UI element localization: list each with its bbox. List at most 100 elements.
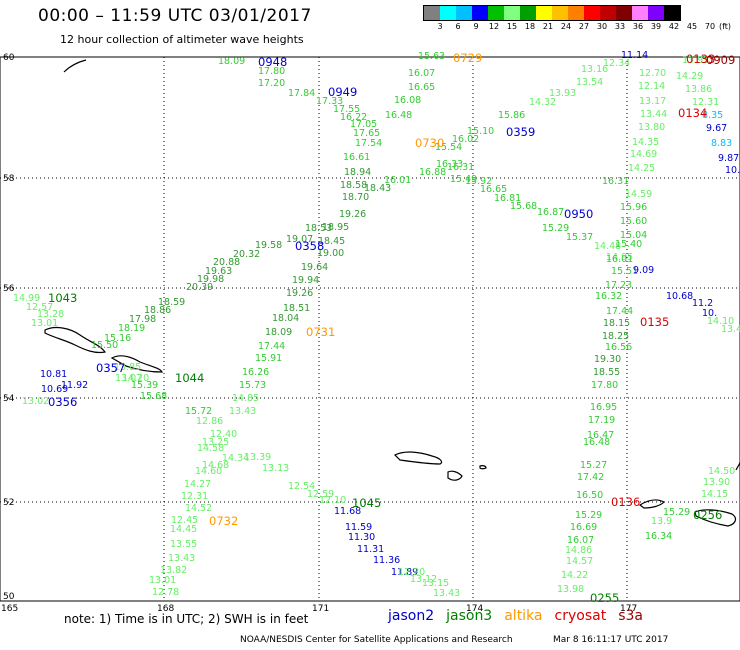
lat-label: 56 xyxy=(3,284,15,294)
wave-height-value: 12.54 xyxy=(288,481,315,492)
wave-height-value: 18.94 xyxy=(344,167,371,178)
pass-time-label: 1043 xyxy=(48,291,77,305)
wave-height-value: 10.68 xyxy=(666,291,693,302)
wave-height-value: 13.93 xyxy=(549,88,576,99)
lon-label: 171 xyxy=(312,604,329,614)
scale-tick-label: 42 xyxy=(668,22,680,31)
wave-height-value: 14.32 xyxy=(529,97,556,108)
wave-height-value: 15.92 xyxy=(465,176,492,187)
wave-height-value: 13.41 xyxy=(721,324,740,335)
scale-swatch xyxy=(472,6,488,20)
lon-label: 165 xyxy=(1,604,18,614)
credit-text: NOAA/NESDIS Center for Satellite Applica… xyxy=(240,635,513,645)
pass-time-label: 0732 xyxy=(209,514,238,528)
wave-height-value: 16.32 xyxy=(595,291,622,302)
coastline-east-edge xyxy=(735,461,740,471)
wave-height-value: 15.54 xyxy=(435,142,462,153)
wave-height-value: 11.36 xyxy=(373,555,400,566)
wave-height-value: 18.04 xyxy=(272,313,299,324)
wave-height-value: 13.02 xyxy=(22,396,49,407)
pass-time-label: 0357 xyxy=(96,361,125,375)
wave-height-value: 19.00 xyxy=(317,248,344,259)
wave-height-value: 11.31 xyxy=(357,544,384,555)
coastline-islet xyxy=(479,465,487,470)
wave-height-value: 16.31 xyxy=(602,176,629,187)
wave-height-value: 13.01 xyxy=(31,318,58,329)
coastline-adak-island xyxy=(638,499,666,509)
pass-time-label: 0729 xyxy=(453,51,482,65)
pass-time-label: 0730 xyxy=(415,136,444,150)
wave-height-value: 15.50 xyxy=(91,340,118,351)
wave-height-value: 20.88 xyxy=(213,257,240,268)
wave-height-value: 14.68 xyxy=(202,460,229,471)
wave-height-value: 16.07 xyxy=(408,68,435,79)
wave-height-value: 13.80 xyxy=(638,122,665,133)
scale-swatch xyxy=(488,6,504,20)
scale-swatch xyxy=(632,6,648,20)
lat-label: 58 xyxy=(3,174,15,184)
scale-swatch xyxy=(616,6,632,20)
wave-height-value: 14.15 xyxy=(701,489,728,500)
wave-height-value: 15.91 xyxy=(255,353,282,364)
wave-height-value: 11.59 xyxy=(345,522,372,533)
wave-height-values: 18.0917.8017.2017.8417.3317.5516.2217.05… xyxy=(13,50,740,599)
wave-height-value: 14.20 xyxy=(122,373,149,384)
wave-height-value: 16.69 xyxy=(570,522,597,533)
wave-height-value: 17.54 xyxy=(355,138,382,149)
wave-height-value: 18.95 xyxy=(322,222,349,233)
wave-height-value: 16.01 xyxy=(606,254,633,265)
wave-height-value: 12.70 xyxy=(639,68,666,79)
wave-height-value: 18.45 xyxy=(318,236,345,247)
scale-swatch xyxy=(584,6,600,20)
wave-height-value: 15.63 xyxy=(418,51,445,62)
scale-tick-label: 18 xyxy=(524,22,536,31)
wave-height-value: 14.85 xyxy=(232,393,259,404)
scale-tick-label: 6 xyxy=(455,22,461,31)
wave-height-value: 18.43 xyxy=(364,183,391,194)
wave-height-value: 16.31 xyxy=(447,162,474,173)
wave-height-value: 15.04 xyxy=(620,230,647,241)
scale-tick-label: 39 xyxy=(650,22,662,31)
scale-tick-label: 24 xyxy=(560,22,572,31)
wave-height-value: 16.48 xyxy=(385,110,412,121)
pass-time-label: 1045 xyxy=(352,496,381,510)
pass-time-label: 0950 xyxy=(564,207,593,221)
wave-height-value: 12.57 xyxy=(26,302,53,313)
wave-height-value: 15.73 xyxy=(239,380,266,391)
wave-height-value: 13.90 xyxy=(703,477,730,488)
wave-height-value: 13.17 xyxy=(639,96,666,107)
wave-height-value: 13.44 xyxy=(640,109,667,120)
coastline-alaska-north xyxy=(63,59,87,73)
wave-height-value: 10.03 xyxy=(725,165,740,176)
wave-height-value: 14.10 xyxy=(707,316,734,327)
wave-height-value: 11.92 xyxy=(61,380,88,391)
scale-swatch xyxy=(552,6,568,20)
wave-height-value: 13.07 xyxy=(115,373,142,384)
scale-swatch xyxy=(440,6,456,20)
pass-time-label: 0948 xyxy=(258,55,287,69)
wave-height-value: 9.67 xyxy=(706,123,727,134)
wave-height-value: 14.60 xyxy=(195,466,222,477)
wave-height-value: 13.55 xyxy=(170,539,197,550)
page-title: 00:00 – 11:59 UTC 03/01/2017 xyxy=(38,6,312,26)
wave-height-value: 16.81 xyxy=(494,193,521,204)
wave-height-value: 13.43 xyxy=(168,553,195,564)
wave-height-value: 18.19 xyxy=(118,323,145,334)
wave-height-value: 13.85 xyxy=(114,362,141,373)
wave-height-value: 13.95 xyxy=(682,55,709,66)
wave-height-value: 15.72 xyxy=(185,406,212,417)
wave-height-value: 12.14 xyxy=(638,81,665,92)
wave-height-value: 14.59 xyxy=(625,189,652,200)
wave-height-value: 19.30 xyxy=(594,354,621,365)
wave-height-value: 19.26 xyxy=(286,288,313,299)
wave-height-value: 15.86 xyxy=(498,110,525,121)
wave-height-value: 20.32 xyxy=(233,249,260,260)
wave-height-value: 15.49 xyxy=(450,174,477,185)
lon-label: 177 xyxy=(620,604,637,614)
wave-height-value: 8.35 xyxy=(702,110,723,121)
pass-time-label: 0255 xyxy=(590,591,619,605)
pass-time-label: 0909 xyxy=(706,53,735,67)
scale-swatch xyxy=(536,6,552,20)
scale-tick-label: 3 xyxy=(437,22,443,31)
